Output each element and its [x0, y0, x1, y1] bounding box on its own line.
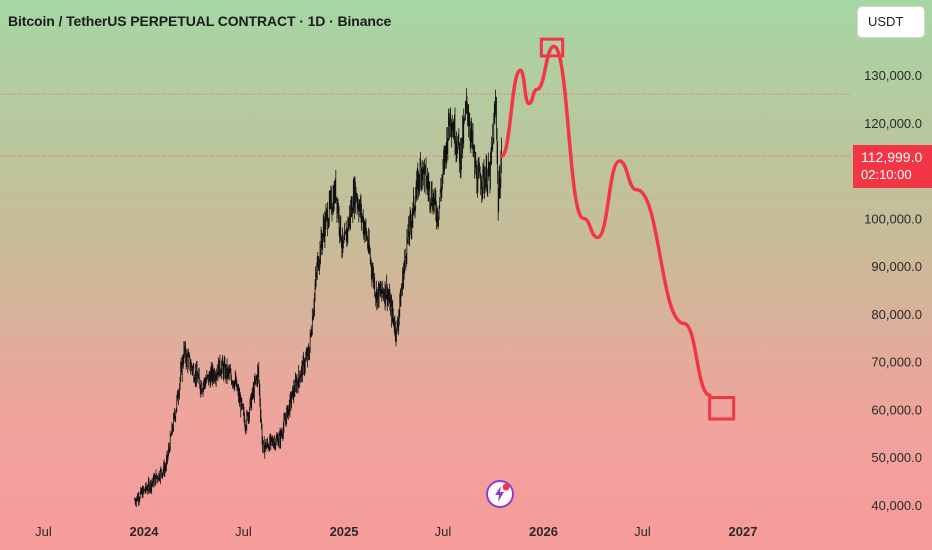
x-tick-label: 2027 [729, 524, 758, 539]
y-tick-label: 50,000.0 [871, 450, 922, 465]
currency-button[interactable]: USDT [857, 6, 925, 38]
target-box-0 [539, 37, 565, 58]
y-tick-label: 130,000.0 [864, 68, 922, 83]
y-tick-label: 100,000.0 [864, 211, 922, 226]
projection-line [499, 44, 712, 397]
x-tick-label: Jul [634, 524, 651, 539]
countdown-label: 02:10:00 [861, 167, 912, 182]
y-tick-label: 60,000.0 [871, 402, 922, 417]
horizontal-lines [0, 93, 852, 157]
y-tick-label: 80,000.0 [871, 307, 922, 322]
candles [134, 88, 502, 508]
x-tick-label: Jul [235, 524, 252, 539]
lightning-icon[interactable] [486, 480, 514, 508]
x-axis: Jul 2024 Jul 2025 Jul 2026 Jul 2027 [35, 524, 757, 539]
x-tick-label: 2026 [529, 524, 558, 539]
y-tick-label: 70,000.0 [871, 355, 922, 370]
projection-layer [499, 44, 712, 397]
target-boxes [539, 37, 736, 421]
x-tick-label: 2025 [330, 524, 359, 539]
x-tick-label: 2024 [130, 524, 160, 539]
x-tick-label: Jul [35, 524, 52, 539]
y-tick-label: 90,000.0 [871, 259, 922, 274]
y-tick-label: 120,000.0 [864, 116, 922, 131]
target-box-1 [708, 396, 736, 421]
current-price-label: 112,999.0 [861, 149, 923, 165]
y-tick-label: 40,000.0 [871, 498, 922, 513]
chart-title: Bitcoin / TetherUS PERPETUAL CONTRACT · … [8, 13, 392, 29]
price-badge: 112,999.0 02:10:00 [853, 145, 932, 188]
y-axis: 130,000.0 120,000.0 100,000.0 90,000.0 80,00… [864, 68, 922, 513]
x-tick-label: Jul [435, 524, 452, 539]
